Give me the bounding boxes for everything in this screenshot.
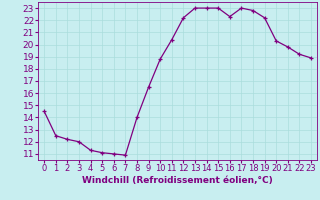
X-axis label: Windchill (Refroidissement éolien,°C): Windchill (Refroidissement éolien,°C) [82,176,273,185]
